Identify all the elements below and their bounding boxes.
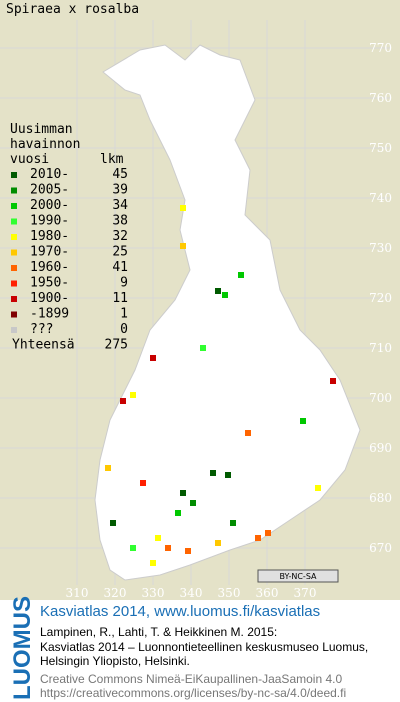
x-tick-label: 370 xyxy=(294,586,317,600)
y-tick-label: 710 xyxy=(369,341,392,355)
legend-count: 32 xyxy=(112,229,128,244)
legend-label: 1900- xyxy=(30,291,69,306)
legend-label: 1980- xyxy=(30,229,69,244)
headline: Kasviatlas 2014, www.luomus.fi/kasviatla… xyxy=(40,603,320,620)
legend-heading: Uusimman xyxy=(10,122,73,137)
y-tick-label: 680 xyxy=(369,491,392,505)
legend-count: 0 xyxy=(120,322,128,337)
x-tick-label: 340 xyxy=(180,586,203,600)
x-tick-label: 360 xyxy=(256,586,279,600)
x-tick-label: 350 xyxy=(218,586,241,600)
legend-swatch xyxy=(11,296,17,302)
legend-count: 39 xyxy=(112,183,128,198)
x-tick-label: 310 xyxy=(66,586,89,600)
legend-count: 9 xyxy=(120,276,128,291)
legend-col: lkm xyxy=(100,152,124,167)
legend-swatch xyxy=(11,265,17,271)
legend-swatch xyxy=(11,327,17,333)
citation: Lampinen, R., Lahti, T. & Heikkinen M. 2… xyxy=(40,625,277,639)
legend-swatch xyxy=(11,249,17,256)
y-tick-label: 740 xyxy=(369,191,392,205)
y-tick-label: 770 xyxy=(369,41,392,55)
license: Creative Commons Nimeä-EiKaupallinen-Jaa… xyxy=(40,672,342,686)
y-tick-label: 730 xyxy=(369,241,392,255)
legend-swatch xyxy=(11,203,17,209)
y-tick-label: 690 xyxy=(369,441,392,455)
citation: Kasviatlas 2014 – Luonnontieteellinen ke… xyxy=(40,640,368,654)
total-count: 275 xyxy=(105,338,128,353)
legend-label: 1960- xyxy=(30,260,69,275)
legend-count: 41 xyxy=(112,260,128,275)
legend-label: ??? xyxy=(30,322,53,337)
title: Spiraea x rosalba xyxy=(6,2,139,17)
legend-label: 2000- xyxy=(30,198,69,213)
footer-bg xyxy=(0,600,400,702)
legend-label: -1899 xyxy=(30,307,69,322)
legend-swatch xyxy=(11,234,17,240)
x-tick-label: 330 xyxy=(142,586,165,600)
legend-count: 38 xyxy=(112,214,128,229)
logo: LUOMUS xyxy=(9,596,36,700)
legend-label: 2005- xyxy=(30,183,69,198)
legend-count: 34 xyxy=(112,198,128,213)
legend-label: 1990- xyxy=(30,214,69,229)
legend-count: 11 xyxy=(112,291,128,306)
legend-label: 2010- xyxy=(30,167,69,182)
y-tick-label: 750 xyxy=(369,141,392,155)
license-badge-text: BY-NC-SA xyxy=(279,572,317,581)
legend-heading: havainnon xyxy=(10,137,80,152)
finland-outline xyxy=(94,44,361,581)
x-tick-label: 320 xyxy=(104,586,127,600)
citation: Helsingin Yliopisto, Helsinki. xyxy=(40,654,190,668)
total-label: Yhteensä xyxy=(12,338,75,353)
legend-swatch xyxy=(11,218,17,225)
observations xyxy=(105,205,336,566)
legend-count: 45 xyxy=(112,167,128,182)
legend-col: vuosi xyxy=(10,152,49,167)
legend-swatch xyxy=(11,172,17,178)
legend-swatch xyxy=(11,280,17,287)
license-badge xyxy=(257,569,339,583)
legend-swatch xyxy=(11,187,17,194)
y-tick-label: 670 xyxy=(369,541,392,555)
y-tick-label: 760 xyxy=(369,91,392,105)
legend-swatch xyxy=(11,311,17,318)
license: https://creativecommons.org/licenses/by-… xyxy=(40,686,346,700)
y-tick-label: 720 xyxy=(369,291,392,305)
legend-count: 25 xyxy=(112,245,128,260)
legend-label: 1970- xyxy=(30,245,69,260)
y-tick-label: 700 xyxy=(369,391,392,405)
legend-count: 1 xyxy=(120,307,128,322)
legend-label: 1950- xyxy=(30,276,69,291)
